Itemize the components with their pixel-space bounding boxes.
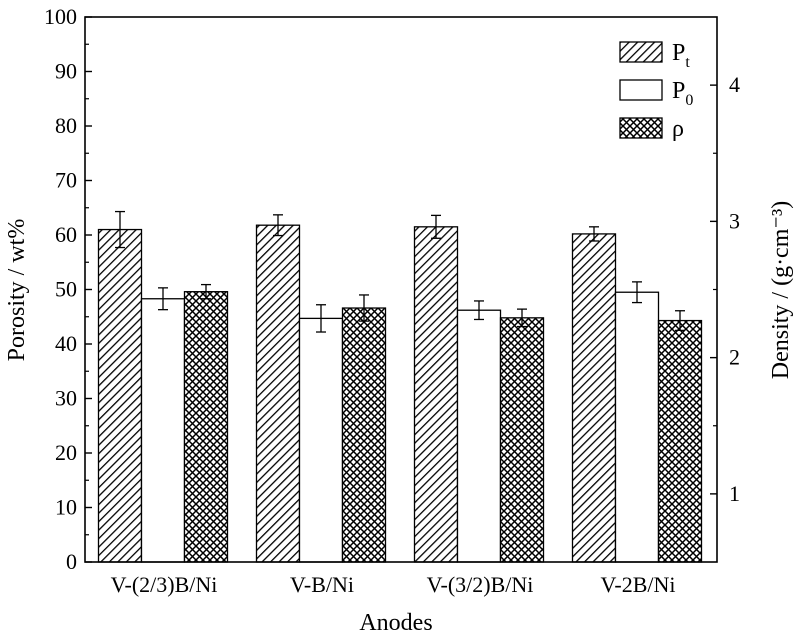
left-tick-label: 60: [55, 222, 77, 247]
bar-crosshatch: [499, 317, 545, 563]
left-tick-label: 100: [44, 4, 77, 29]
legend-label: P0: [672, 78, 693, 109]
right-tick-label: 4: [729, 72, 740, 97]
legend-swatch-hatch: [619, 41, 663, 63]
bar-crosshatch: [341, 307, 387, 563]
bars-layer: [97, 224, 703, 563]
left-tick-label: 90: [55, 59, 77, 84]
bar-white: [456, 309, 502, 563]
legend-swatch-white: [619, 79, 663, 101]
bar-hatch: [413, 226, 459, 563]
left-tick-label: 70: [55, 168, 77, 193]
bar-crosshatch: [183, 291, 229, 563]
category-label: V-(3/2)B/Ni: [427, 572, 534, 597]
bar-hatch: [571, 233, 617, 563]
category-label: V-(2/3)B/Ni: [111, 572, 218, 597]
legend-swatch-crosshatch: [619, 117, 663, 139]
category-label: V-2B/Ni: [601, 572, 676, 597]
category-label: V-B/Ni: [290, 572, 354, 597]
right-axis-ticks: 1 2 3 4: [710, 72, 740, 506]
bar-crosshatch: [657, 319, 703, 563]
left-tick-label: 80: [55, 113, 77, 138]
left-tick-label: 50: [55, 277, 77, 302]
left-tick-label: 40: [55, 331, 77, 356]
error-bars-layer: [115, 210, 685, 333]
bar-hatch: [255, 224, 301, 563]
left-tick-label: 10: [55, 495, 77, 520]
bar-hatch: [97, 228, 143, 563]
legend-label-subscript: 0: [685, 92, 693, 109]
x-axis-title: Anodes: [359, 610, 432, 636]
left-tick-label: 0: [66, 549, 77, 574]
left-y-axis-title: Porosity / wt%: [4, 219, 30, 362]
bar-white: [298, 317, 344, 563]
bar-white: [614, 291, 660, 563]
category-labels: V-(2/3)B/Ni V-B/Ni V-(3/2)B/Ni V-2B/Ni: [111, 572, 676, 597]
legend-label: Pt: [672, 40, 690, 71]
legend-label-subscript: t: [685, 54, 690, 71]
bar-white: [140, 298, 186, 563]
legend-label: ρ: [672, 116, 684, 142]
left-axis-ticks: 0 10 20 30 40 50 60 70 80 90 100: [44, 4, 92, 574]
legend: Pt P0 ρ: [619, 40, 693, 142]
right-tick-label: 2: [729, 345, 740, 370]
right-tick-label: 3: [729, 208, 740, 233]
left-tick-label: 30: [55, 386, 77, 411]
right-tick-label: 1: [729, 481, 740, 506]
right-y-axis-title: Density / (g·cm⁻³): [768, 201, 794, 380]
left-tick-label: 20: [55, 440, 77, 465]
